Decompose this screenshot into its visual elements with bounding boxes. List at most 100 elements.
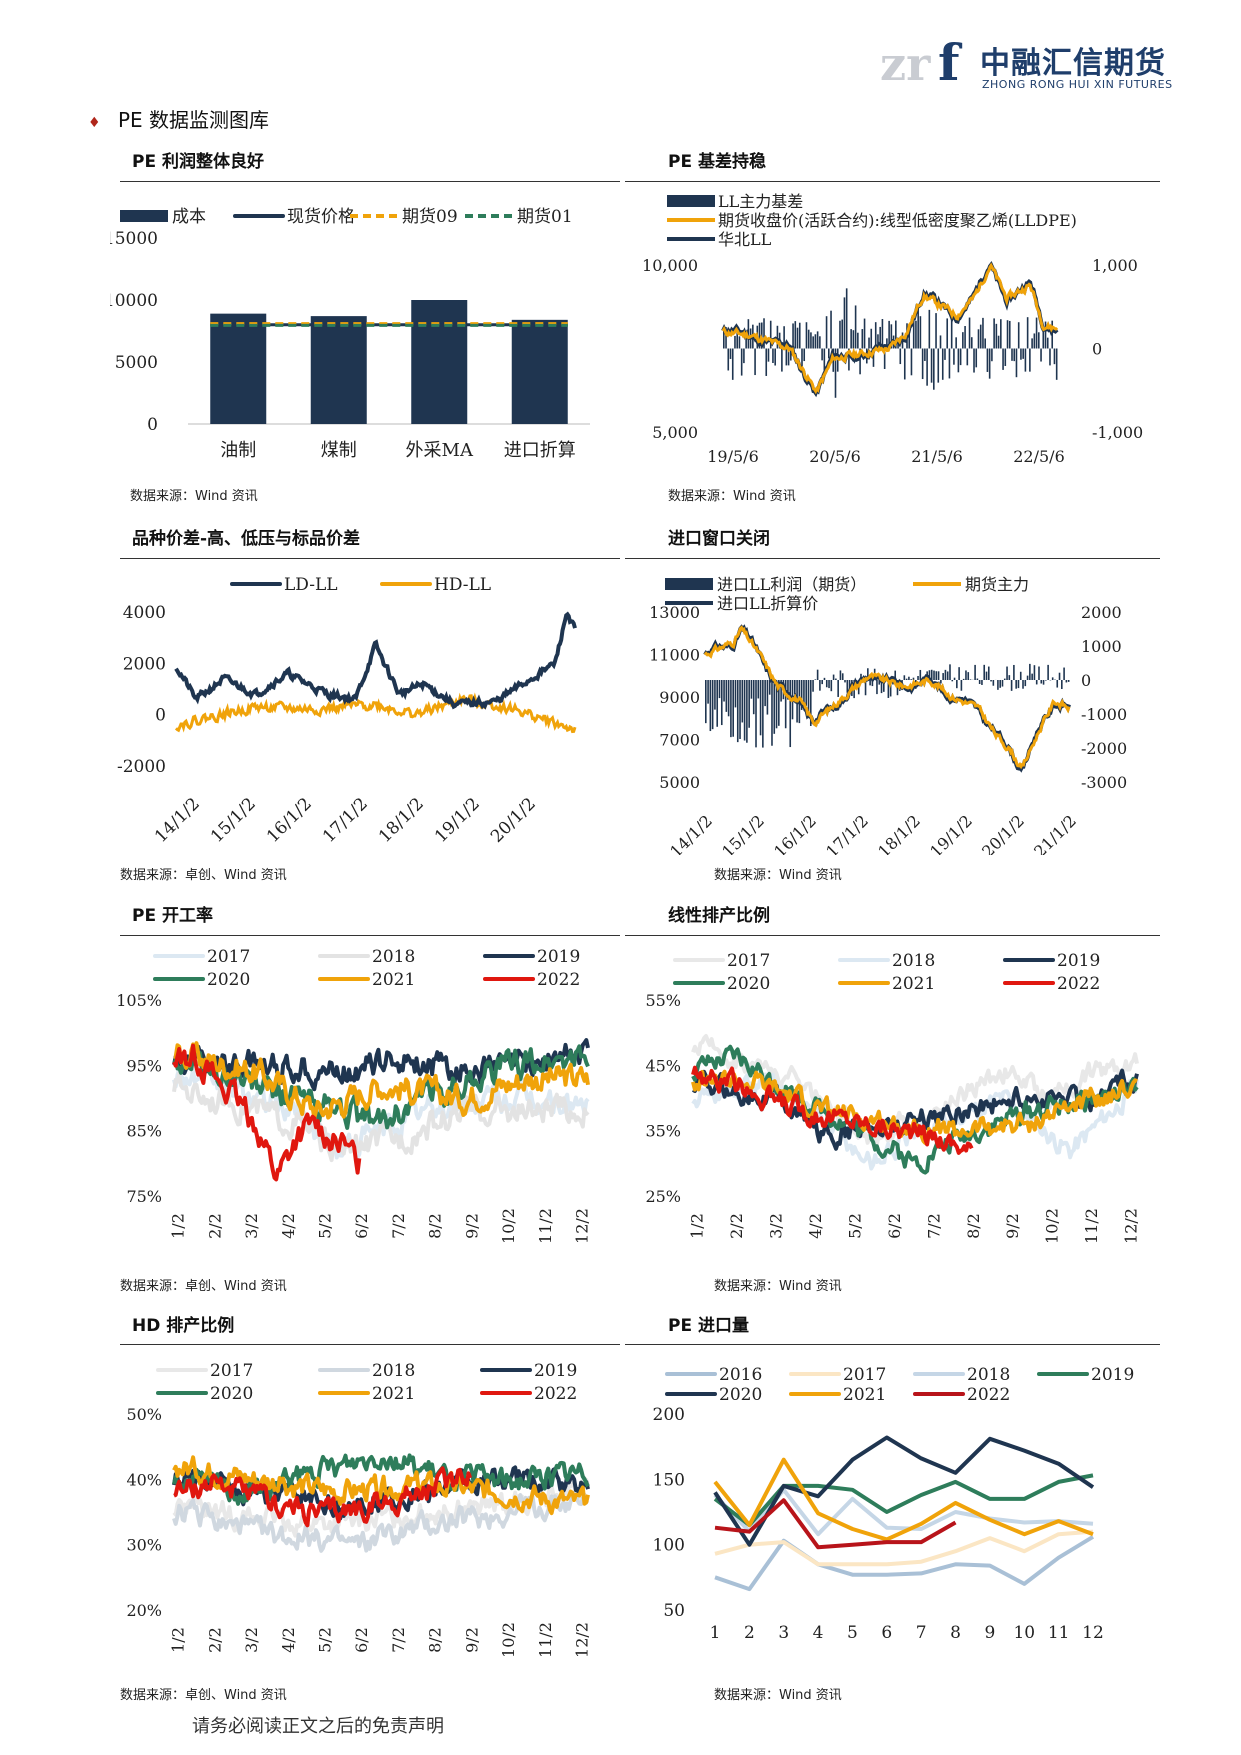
basis-bar [774,348,776,366]
profit-bar [1022,680,1024,689]
basis-bar [912,321,915,349]
section-title-imports: PE 进口量 [668,1316,749,1336]
x-tick-label: 10/2 [499,1208,518,1244]
section-title-lldpe-ratio: 线性排产比例 [668,906,770,926]
profit-bar [727,680,730,717]
basis-bar [991,348,993,362]
profit-bar [869,680,871,686]
legend-成本-swatch [120,210,168,222]
basis-bar [941,348,944,380]
basis-bar [828,348,830,359]
x-tick-label: 进口折算 [504,440,576,461]
basis-bar [973,348,975,373]
basis-bar [1022,348,1024,359]
profit-bar [807,680,810,713]
source-note: 数据来源：卓创、Wind 资讯 [120,1279,287,1294]
profit-bar [960,680,963,691]
x-tick-label: 3/2 [767,1213,786,1239]
y2-tick-label: -2000 [1081,739,1127,758]
basis-bar [1017,322,1020,349]
profit-bar [832,674,835,680]
series-line-lldpe-futures [721,262,1059,395]
source-note: 数据来源：Wind 资讯 [130,489,258,504]
x-tick-label: 16/1/2 [263,794,316,847]
basis-bar [1053,348,1056,365]
profit-bar [889,680,892,697]
legend-现货价格-label: 现货价格 [287,207,355,227]
profit-bar [1042,680,1045,685]
basis-bar [859,348,861,375]
series-line-2022 [691,1065,974,1155]
legend-label: 进口LL利润（期货） [717,575,866,594]
basis-bar [935,313,937,349]
basis-bar [1011,348,1013,361]
basis-bar [883,348,886,369]
legend-成本-label: 成本 [172,207,206,227]
basis-bar [959,348,962,366]
basis-bar [798,322,801,349]
basis-bar [1008,320,1011,349]
x-tick-label: 18/1/2 [874,811,924,855]
chart-hd-ratio: 50% 40% 30% 20% 1/2 2/2 3/2 4/2 5/2 6/2 7/2 8/2 9/2 1… [126,1361,591,1658]
basis-bar [850,329,852,349]
profit-bar [965,670,967,680]
profit-bar [736,680,739,743]
legend-2021-label: 2021 [843,1385,886,1405]
basis-bar [787,348,790,366]
basis-bar [783,326,785,349]
section-divider [120,181,620,182]
x-tick-label: 11/2 [536,1208,555,1244]
basis-bar [919,316,922,349]
legend-2016-label: 2016 [719,1365,762,1385]
x-tick-label: 21/1/2 [1030,811,1080,855]
basis-bar [946,318,949,349]
profit-bar [905,678,908,680]
basis-bar [1020,348,1022,360]
series-line-2017 [714,1529,1094,1567]
series-line-2022 [172,1043,362,1182]
y-tick-label: 100 [653,1536,685,1556]
y2-tick-label: -3000 [1081,773,1127,792]
basis-bar [986,348,989,372]
basis-bar [857,332,859,349]
basis-bar [964,326,966,349]
chart-lldpe-ratio: 55% 45% 35% 25% 1/2 2/2 3/2 4/2 5/2 6/2 7/2 8/2 9/2 1… [645,951,1141,1244]
profit-bar [1056,680,1059,688]
x-tick-label: 2 [744,1623,755,1643]
profit-bar [762,680,764,748]
chart-operating-rate: 105% 95% 85% 75% 1/2 2/2 3/2 4/2 5/2 6/2 7/2 8/2 9/2… [116,947,591,1244]
y2-tick-label: 1,000 [1092,256,1138,275]
x-tick-label: 19/1/2 [926,811,976,855]
legend-2022-label: 2022 [534,1384,577,1404]
y-tick-label: 20% [126,1601,162,1620]
basis-bar [1049,348,1051,366]
profit-bar [757,680,760,699]
profit-bar [734,680,737,708]
basis-bar [982,317,984,349]
logo-english-name: ZHONG RONG HUI XIN FUTURES [982,78,1173,91]
legend-2017-label: 2017 [727,951,770,971]
x-tick-label: 20/1/2 [978,811,1028,855]
series-line-2020 [172,1044,590,1130]
legend-期货09-label: 期货09 [402,207,458,227]
profit-bar [917,675,919,680]
profit-bar [944,669,947,680]
profit-bar [949,664,951,680]
profit-bar [1015,680,1017,689]
x-tick-label: 5/2 [845,1213,864,1239]
basis-bar [953,348,955,365]
profit-bar [723,680,725,702]
source-note: 数据来源：Wind 资讯 [714,1279,842,1294]
basis-bar [874,322,877,349]
profit-bar [1001,680,1004,687]
series-line-2018 [172,1071,590,1163]
y2-tick-label: -1000 [1081,705,1127,724]
legend-2021-label: 2021 [892,974,935,994]
profit-bar [1033,665,1036,680]
profit-bar [956,680,958,689]
basis-bar [727,348,730,371]
x-tick-label: 12/2 [1122,1208,1141,1244]
x-tick-label: 20/1/2 [487,794,540,847]
basis-bar [1040,348,1042,362]
